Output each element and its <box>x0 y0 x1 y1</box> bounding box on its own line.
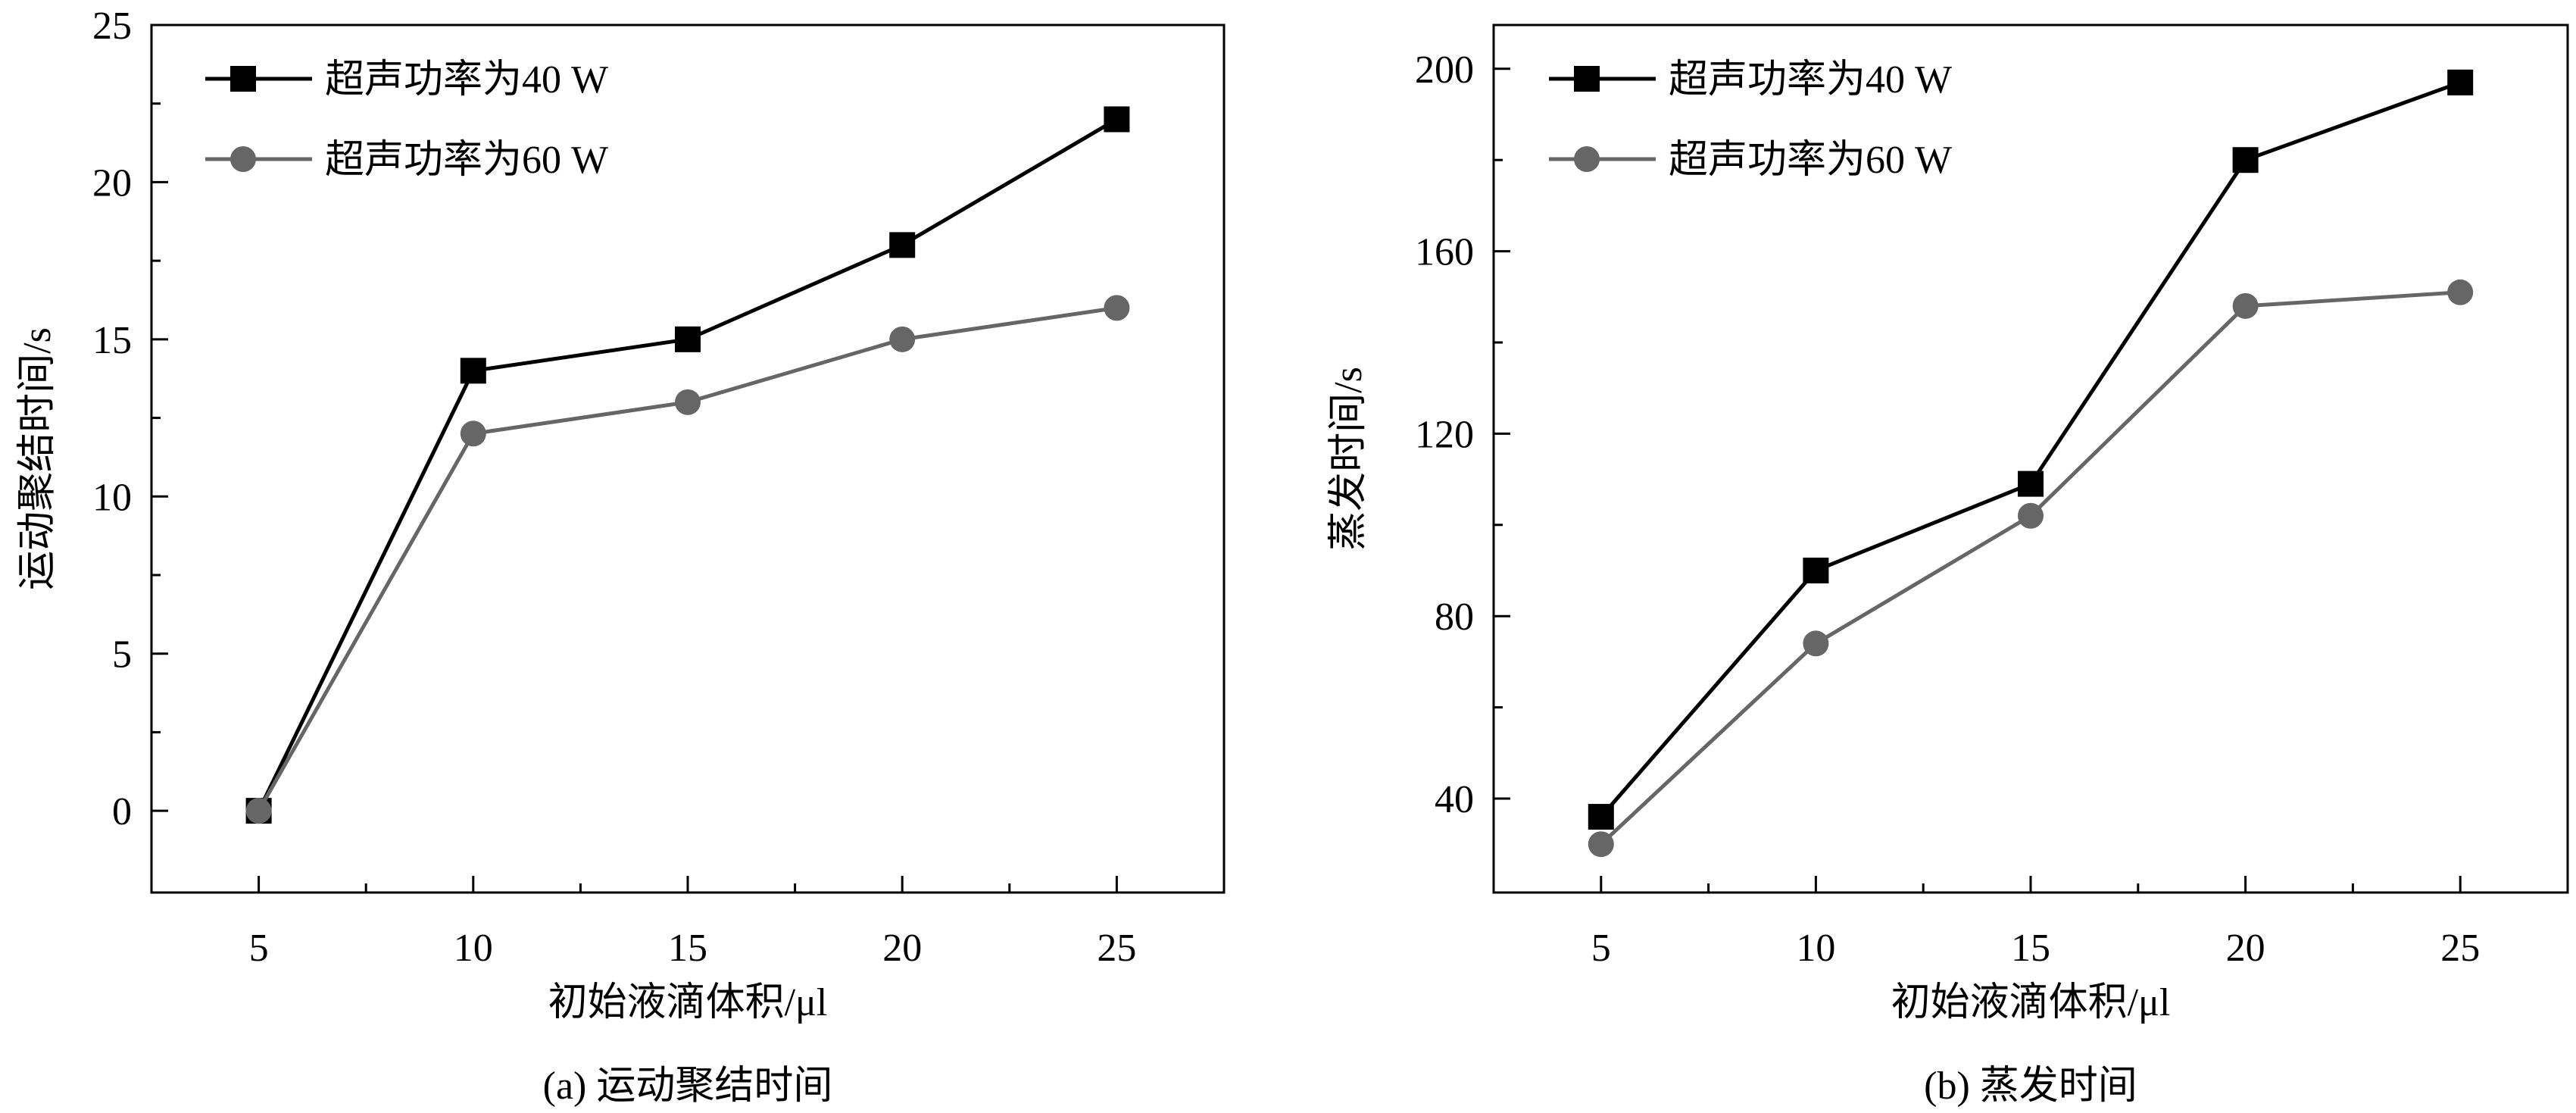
data-point <box>2447 69 2474 95</box>
y-tick-label: 15 <box>92 319 132 362</box>
data-point <box>675 326 701 352</box>
x-tick-label: 15 <box>668 927 707 970</box>
data-point <box>1803 557 1829 583</box>
plot-frame <box>1492 23 2569 894</box>
data-point <box>2447 279 2474 305</box>
y-tick-label: 0 <box>112 790 132 833</box>
series-line-1 <box>257 117 1118 812</box>
data-point <box>1588 804 1614 830</box>
series-line-1 <box>1599 80 2462 818</box>
legend-marker <box>1574 146 1600 172</box>
x-tick-label: 10 <box>454 927 493 970</box>
y-tick-label: 10 <box>92 476 132 519</box>
x-tick-label: 10 <box>1796 927 1835 970</box>
x-tick-label: 25 <box>2440 927 2480 970</box>
y-tick-label: 80 <box>1435 596 1474 639</box>
legend-label: 超声功率为60 W <box>1669 139 1952 182</box>
y-tick-label: 160 <box>1415 231 1474 274</box>
chart-a: 5 10 15 20 25 0 5 10 15 20 25 初始液滴体积/μl (a) 运动聚结时间 运动… <box>16 5 1226 1108</box>
x-tick-label: 25 <box>1097 927 1136 970</box>
data-point <box>675 389 701 415</box>
chart-caption: (b) 蒸发时间 <box>1924 1065 2137 1108</box>
data-point <box>889 326 916 352</box>
x-tick-label: 5 <box>249 927 269 970</box>
data-point <box>1104 106 1130 133</box>
x-tick-label: 20 <box>882 927 922 970</box>
y-tick-label: 25 <box>92 5 132 48</box>
legend-marker <box>230 66 256 92</box>
data-point <box>2232 292 2259 319</box>
plot-frame <box>150 23 1226 894</box>
y-axis-label: 蒸发时间/s <box>1327 367 1370 551</box>
y-tick-label: 5 <box>112 633 132 677</box>
data-point <box>1803 630 1829 657</box>
legend-marker <box>230 146 256 172</box>
y-tick-label: 200 <box>1415 48 1474 92</box>
x-tick-label: 15 <box>2011 927 2050 970</box>
data-point <box>2018 502 2044 529</box>
x-tick-label: 5 <box>1591 927 1611 970</box>
x-tick-label: 20 <box>2226 927 2265 970</box>
legend-label: 超声功率为40 W <box>1669 58 1952 102</box>
data-point <box>889 232 916 258</box>
data-point <box>1104 295 1130 321</box>
chart-caption: (a) 运动聚结时间 <box>543 1065 833 1108</box>
y-tick-label: 40 <box>1435 778 1474 821</box>
data-point <box>245 798 272 824</box>
series-line-2 <box>1600 290 2461 846</box>
y-tick-label: 120 <box>1415 413 1474 456</box>
data-point <box>1588 831 1614 858</box>
series-line-2 <box>257 305 1117 812</box>
y-axis-label: 运动聚结时间/s <box>16 327 59 590</box>
legend-label: 超声功率为40 W <box>325 58 608 102</box>
data-point <box>460 358 486 384</box>
data-point <box>2018 471 2044 497</box>
legend-marker <box>1574 66 1600 92</box>
chart-b: 5 10 15 20 25 40 80 120 160 200 初始液滴体积/μl (b) 蒸发时间 蒸… <box>1327 23 2569 1108</box>
x-axis-label: 初始液滴体积/μl <box>1891 981 2171 1024</box>
x-axis-label: 初始液滴体积/μl <box>548 981 828 1024</box>
data-point <box>2232 147 2259 174</box>
legend-label: 超声功率为60 W <box>325 139 608 182</box>
data-point <box>460 421 486 447</box>
y-tick-label: 20 <box>92 161 132 205</box>
